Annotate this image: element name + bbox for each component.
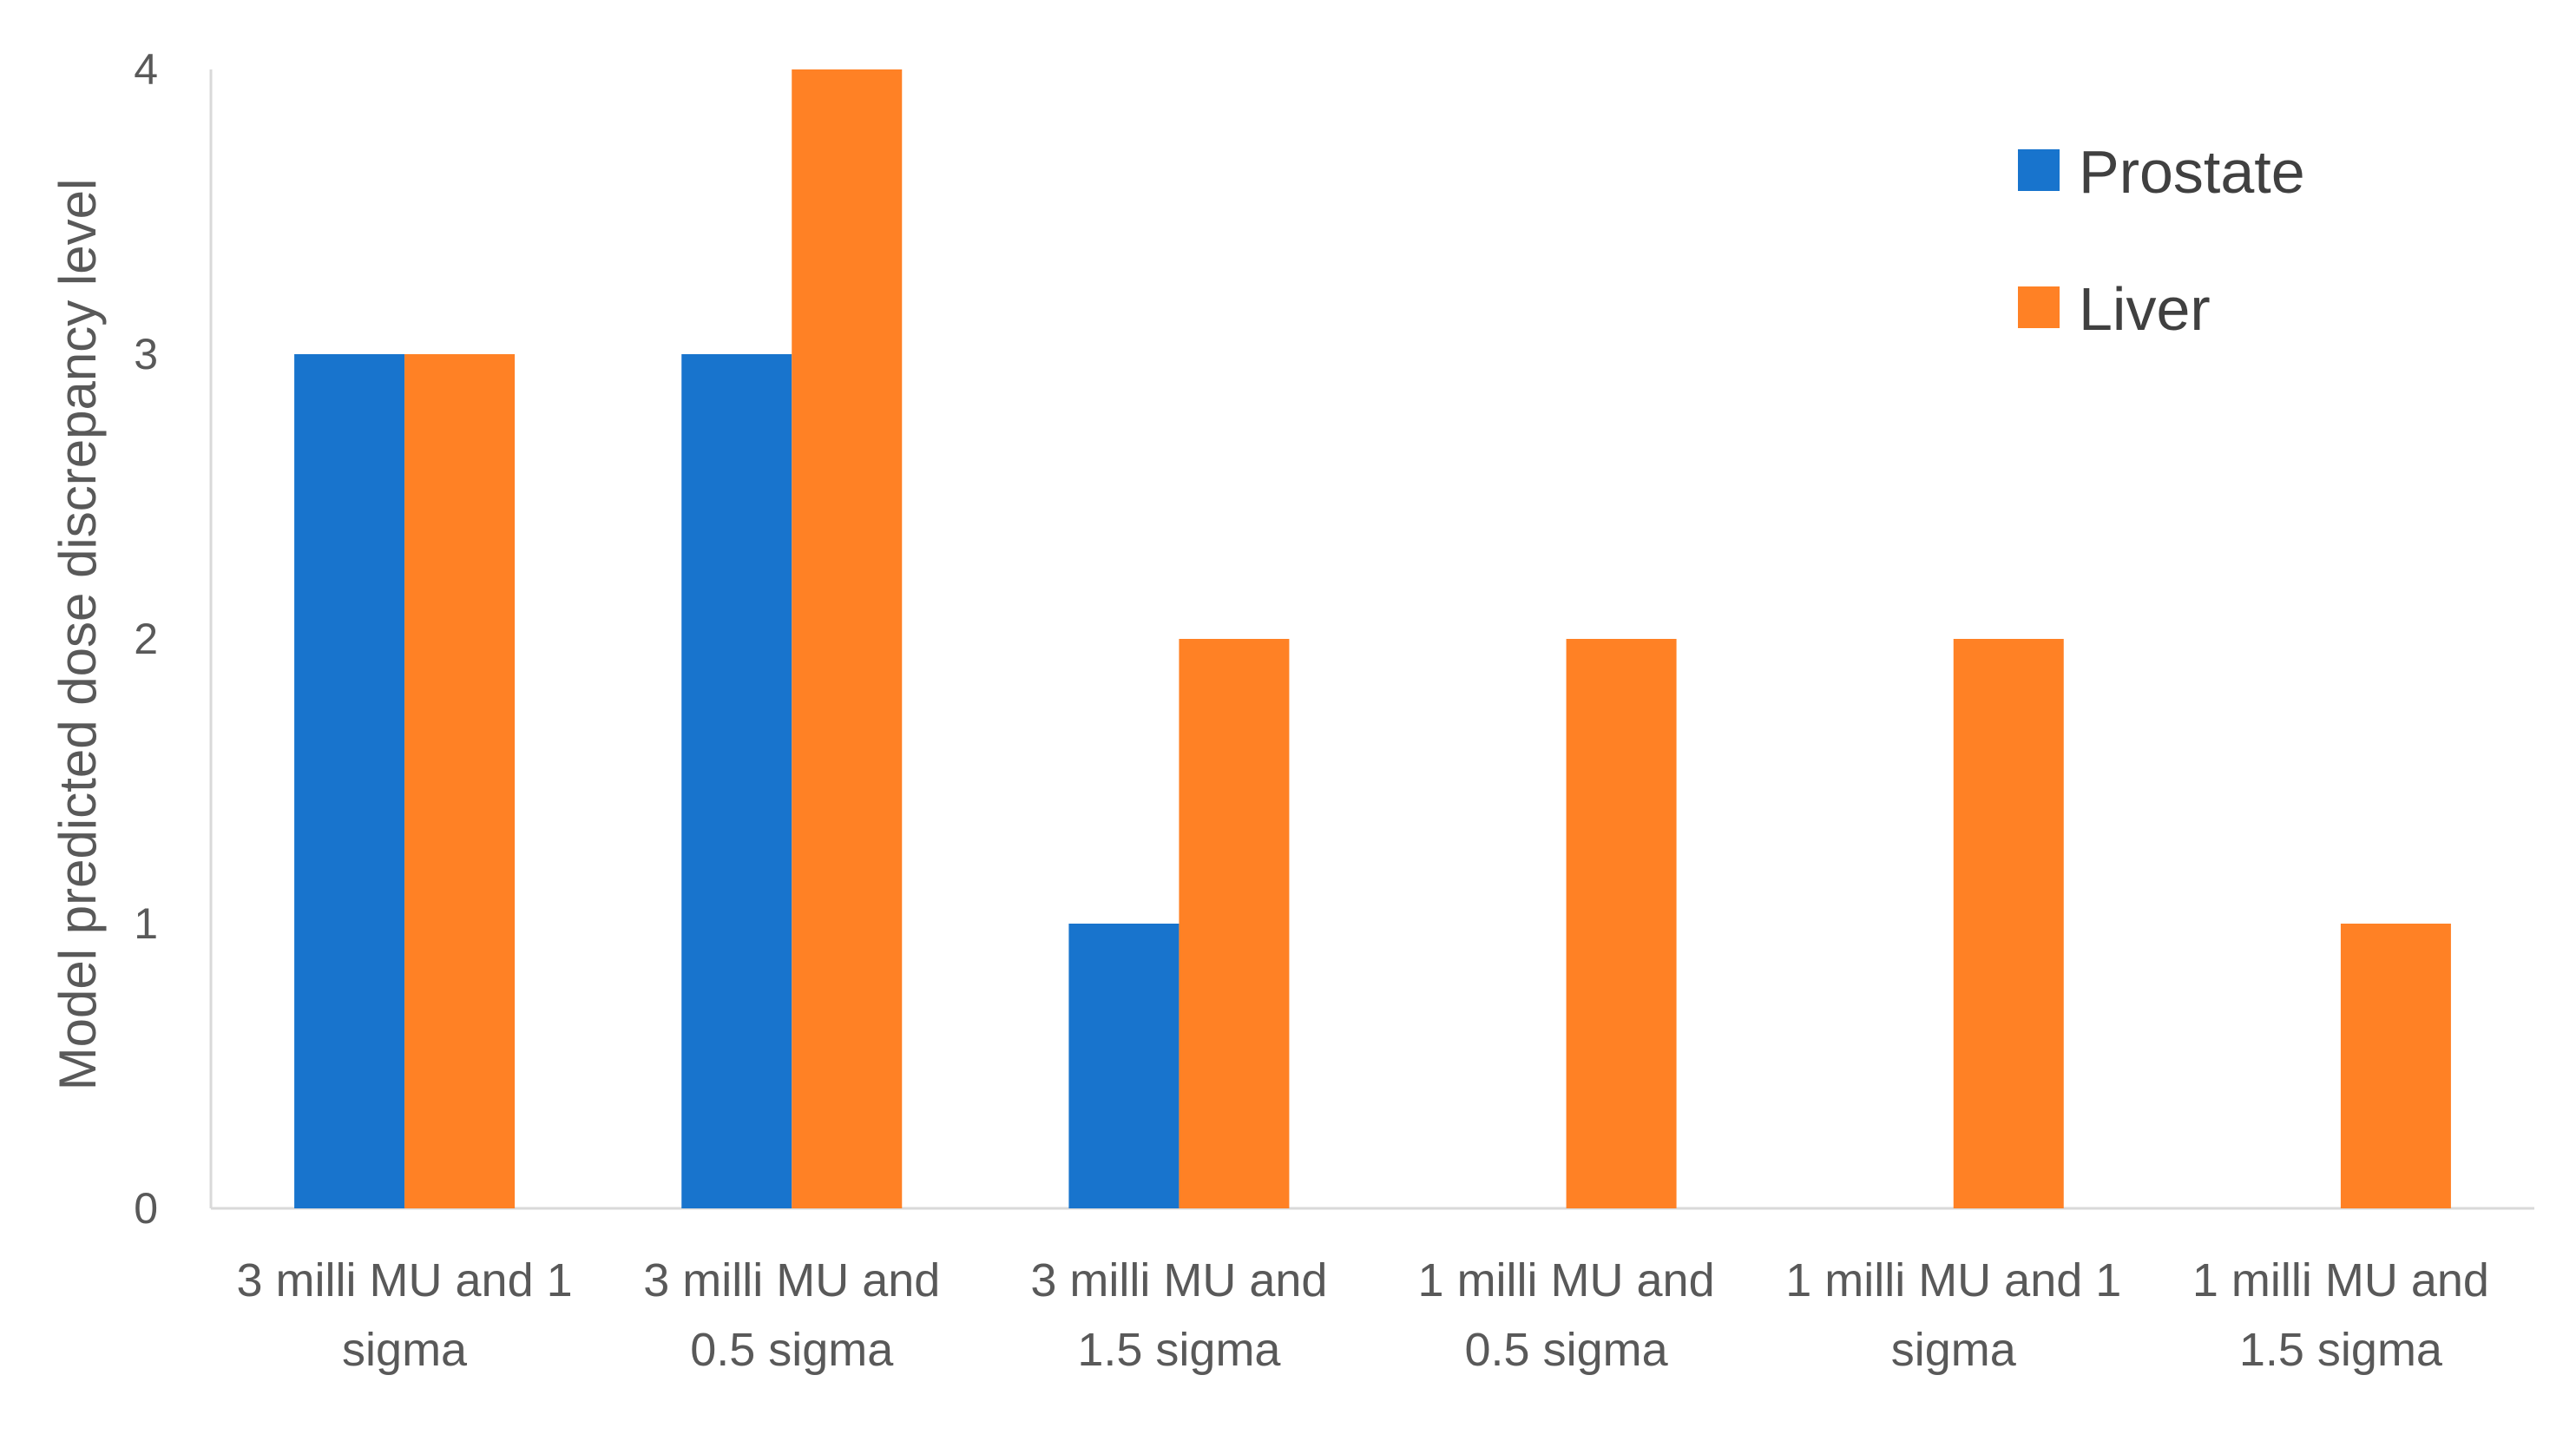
bars-layer <box>294 69 2451 1208</box>
x-category-label: 1 milli MU and <box>1418 1254 1715 1306</box>
x-category-label: sigma <box>1891 1324 2017 1376</box>
y-tick-label: 1 <box>134 899 158 948</box>
y-tick-label: 2 <box>134 615 158 663</box>
x-category-label: 3 milli MU and 1 <box>237 1254 573 1306</box>
x-category-label: 1.5 sigma <box>2239 1324 2443 1376</box>
bar-prostate-3 <box>1068 924 1180 1208</box>
legend-swatch-prostate <box>2018 149 2060 191</box>
bar-liver-5 <box>1953 639 2064 1208</box>
bar-liver-3 <box>1179 639 1290 1208</box>
bar-liver-4 <box>1566 639 1677 1208</box>
legend: Prostate Liver <box>2018 138 2305 343</box>
x-category-label: sigma <box>342 1324 468 1376</box>
labels-layer: 0 1 2 3 4 3 milli MU and 1 sigma 3 milli MU and… <box>134 45 2489 1376</box>
bar-liver-1 <box>404 354 516 1208</box>
bar-liver-2 <box>792 69 903 1208</box>
x-category-label: 1 milli MU and 1 <box>1785 1254 2121 1306</box>
y-axis-title: Model predicted dose discrepancy level <box>49 179 107 1091</box>
x-category-label: 3 milli MU and <box>1030 1254 1327 1306</box>
y-tick-label: 4 <box>134 45 158 94</box>
axes-layer <box>209 69 2534 1210</box>
y-tick-label: 3 <box>134 330 158 378</box>
bar-prostate-1 <box>294 354 405 1208</box>
x-category-label: 0.5 sigma <box>1465 1324 1669 1376</box>
x-category-label: 1.5 sigma <box>1077 1324 1281 1376</box>
legend-label-prostate: Prostate <box>2079 138 2305 206</box>
y-tick-label: 0 <box>134 1184 158 1233</box>
x-category-label: 1 milli MU and <box>2192 1254 2489 1306</box>
x-category-label: 3 milli MU and <box>643 1254 940 1306</box>
legend-label-liver: Liver <box>2079 275 2211 343</box>
bar-prostate-2 <box>681 354 792 1208</box>
x-category-label: 0.5 sigma <box>690 1324 894 1376</box>
legend-swatch-liver <box>2018 286 2060 328</box>
bar-liver-6 <box>2340 924 2451 1208</box>
